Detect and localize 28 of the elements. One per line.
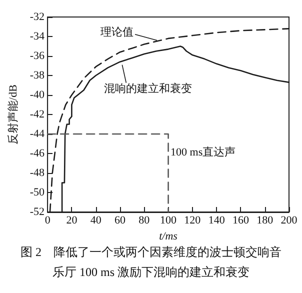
x-axis-title: t/ms: [159, 230, 178, 242]
x-tick-label: 140: [208, 214, 226, 226]
y-tick-label: -32: [30, 11, 45, 23]
x-tick-label: 60: [114, 214, 126, 226]
y-tick-label: -34: [30, 30, 46, 42]
y-tick-label: -48: [30, 167, 46, 179]
x-tick-label: 200: [280, 214, 298, 226]
y-tick-label: -52: [30, 206, 45, 218]
y-tick-label: -42: [30, 108, 45, 120]
x-tick-label: 80: [138, 214, 150, 226]
x-tick-label: 20: [66, 214, 78, 226]
x-tick-label: 100: [160, 214, 178, 226]
y-tick-label: -46: [30, 148, 46, 160]
annotation: 混响的建立和衰变: [104, 82, 192, 95]
y-axis-title: 反射声能/dB: [6, 84, 20, 144]
annotation: 100 ms直达声: [170, 146, 236, 159]
y-tick-label: -40: [30, 89, 46, 101]
text: 图 2 降低了一个或两个因素维度的波士顿交响音乐厅 100 ms 激励下混响的建立和衰变: [20, 245, 282, 279]
y-tick-label: -50: [30, 186, 46, 198]
y-tick-label: -36: [30, 50, 46, 62]
x-tick-label: 160: [232, 214, 250, 226]
x-tick-label: 40: [90, 214, 102, 226]
y-tick-label: -44: [30, 128, 46, 140]
x-tick-label: 180: [256, 214, 274, 226]
x-tick-label: 120: [184, 214, 202, 226]
x-tick-label: 0: [44, 214, 51, 226]
y-tick-label: -38: [30, 70, 46, 82]
annotation: 理论值: [100, 26, 134, 38]
